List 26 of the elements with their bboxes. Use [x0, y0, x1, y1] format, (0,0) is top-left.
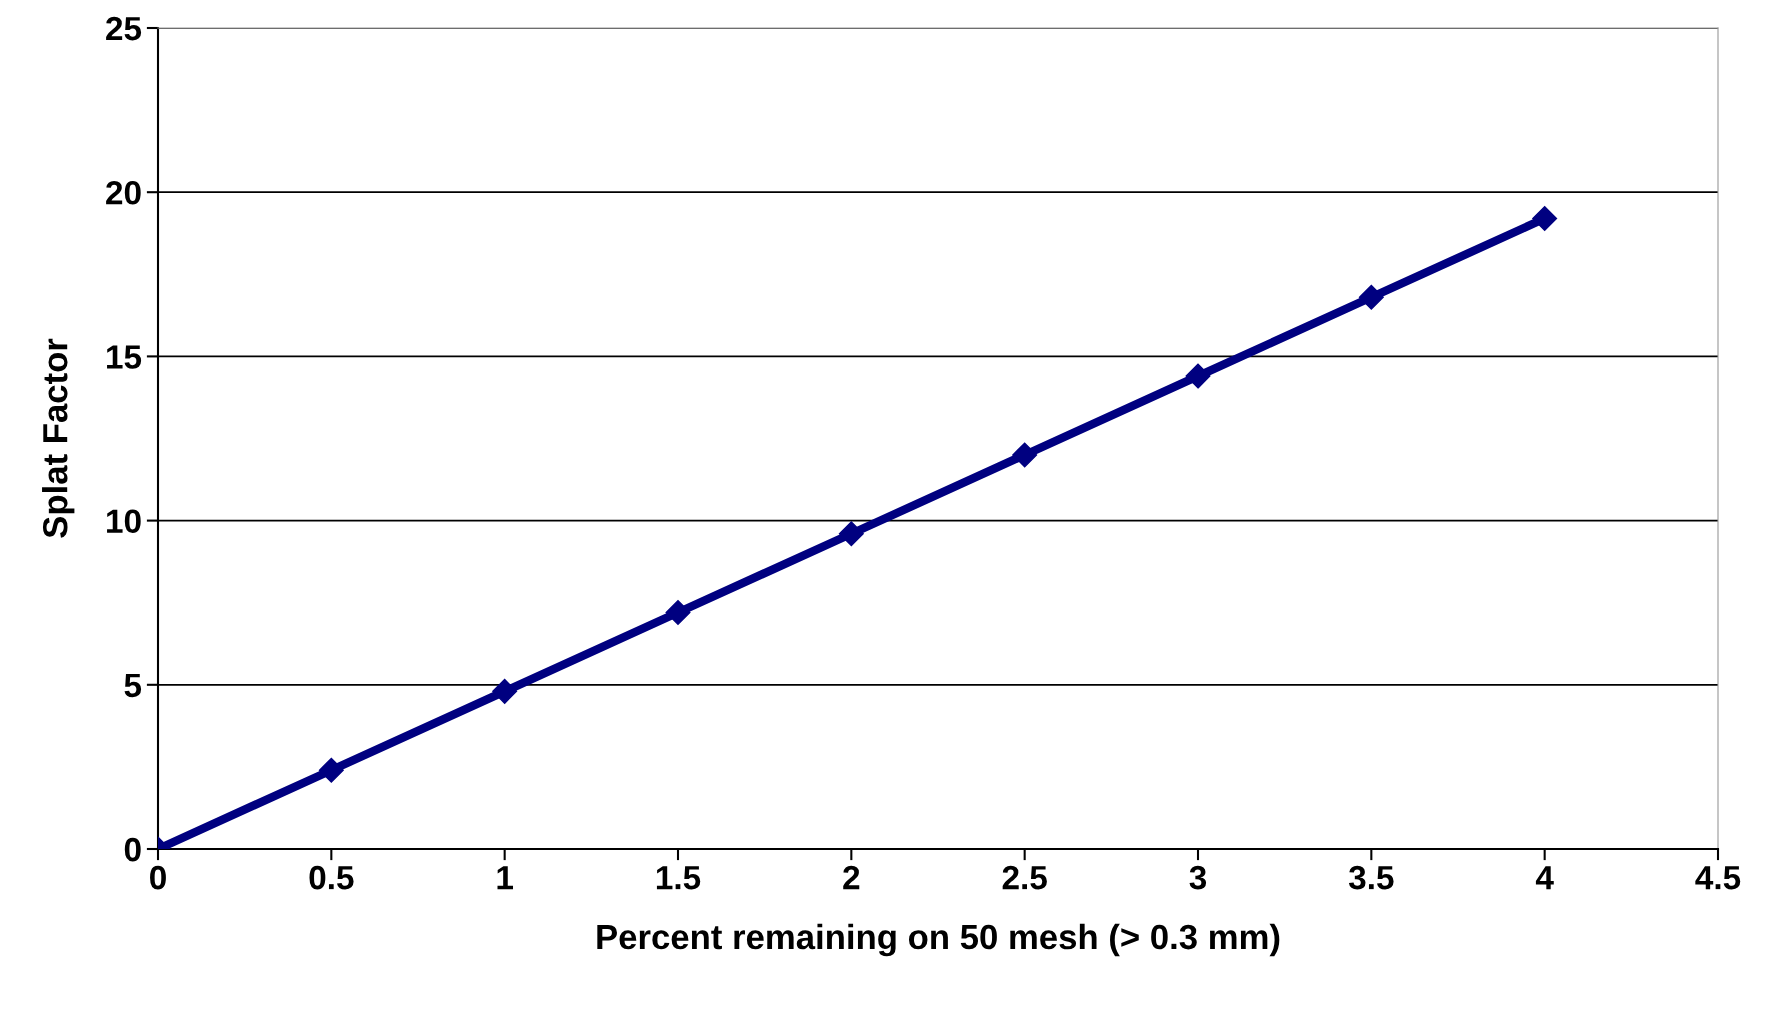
x-axis-title: Percent remaining on 50 mesh (> 0.3 mm)	[597, 923, 1280, 957]
point	[1012, 442, 1038, 468]
y-tick-label: 20	[106, 181, 141, 205]
x-tick-label: 2	[843, 865, 860, 890]
point	[838, 521, 864, 547]
y-tick-label: 25	[106, 16, 142, 41]
x-tick-label: 0	[150, 865, 166, 890]
y-tick-label: 10	[107, 509, 141, 534]
y-tick-label: 15	[107, 345, 142, 369]
x-tick-label: 1.5	[656, 866, 701, 890]
point	[1532, 205, 1558, 231]
x-tick-label: 3.5	[1348, 865, 1394, 890]
x-tick-label: 4	[1535, 866, 1554, 890]
point	[1185, 363, 1211, 389]
point	[1358, 284, 1384, 310]
point	[318, 757, 344, 783]
x-tick-label: 0.5	[309, 865, 354, 890]
y-axis-title: Splat Factor	[42, 338, 75, 538]
x-tick-label: 1	[497, 866, 514, 890]
x-tick-label: 3	[1189, 865, 1207, 890]
point	[665, 600, 691, 626]
point	[492, 678, 518, 704]
x-tick-label: 4.5	[1695, 866, 1741, 890]
x-tick-label: 2.5	[1002, 865, 1047, 890]
y-tick-label: 5	[124, 673, 142, 698]
y-tick-label: 0	[124, 837, 141, 862]
